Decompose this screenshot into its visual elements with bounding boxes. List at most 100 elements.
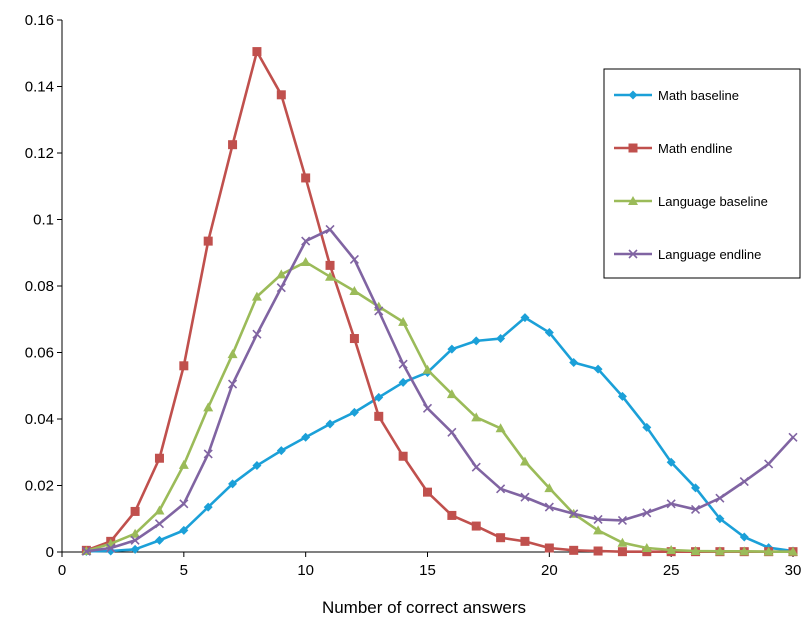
data-point-language-baseline: [617, 537, 628, 547]
data-point-language-endline: [569, 509, 579, 519]
data-point-language-baseline: [325, 271, 336, 281]
y-tick-label: 0.04: [25, 411, 54, 428]
y-tick-label: 0.12: [25, 145, 54, 162]
data-point-language-baseline: [154, 505, 165, 515]
legend-label: Language endline: [658, 247, 761, 262]
legend-swatch-marker: [628, 143, 638, 153]
data-point-language-endline: [496, 484, 506, 494]
data-point-math-baseline: [569, 357, 579, 367]
data-point-math-endline: [349, 334, 359, 344]
data-point-language-endline: [179, 499, 189, 509]
series-line-math-baseline: [86, 316, 794, 553]
data-point-language-endline: [422, 403, 433, 413]
data-point-language-endline: [764, 459, 774, 469]
data-point-language-baseline: [763, 546, 774, 556]
data-point-math-endline: [593, 546, 603, 556]
data-point-language-baseline: [446, 389, 457, 399]
data-point-math-endline: [154, 453, 164, 463]
x-axis-title: Number of correct answers: [322, 598, 526, 617]
data-point-language-endline: [325, 224, 335, 235]
data-point-language-endline: [617, 515, 627, 525]
data-point-language-endline: [301, 236, 311, 246]
data-point-language-endline: [593, 514, 603, 524]
data-point-language-endline: [106, 543, 116, 553]
data-point-language-endline: [252, 329, 262, 339]
data-point-math-endline: [374, 411, 384, 421]
data-point-math-baseline: [496, 334, 506, 344]
data-point-math-endline: [325, 260, 335, 270]
data-point-language-baseline: [690, 546, 701, 556]
data-point-language-baseline: [471, 412, 482, 422]
series-language-baseline: [81, 257, 798, 556]
data-point-language-endline: [788, 432, 798, 442]
data-point-math-baseline: [666, 457, 676, 467]
y-ticks: 0 0.02 0.04 0.06 0.08 0.1 0.12 0.14 0.16: [25, 12, 62, 561]
data-point-math-baseline: [349, 407, 359, 417]
legend-label: Language baseline: [658, 194, 768, 209]
data-point-math-baseline: [252, 461, 262, 471]
data-point-math-endline: [203, 236, 213, 246]
legend-label: Math baseline: [658, 88, 739, 103]
data-point-math-endline: [569, 545, 579, 555]
data-point-language-baseline: [544, 483, 555, 493]
data-point-language-baseline: [788, 546, 798, 556]
x-tick-label: 5: [180, 562, 188, 579]
y-tick-label: 0.02: [25, 478, 54, 495]
data-point-math-endline: [228, 140, 238, 150]
data-point-language-baseline: [519, 456, 530, 466]
data-point-math-endline: [617, 547, 627, 557]
data-point-math-baseline: [447, 344, 457, 354]
y-tick-label: 0.08: [25, 278, 54, 295]
data-point-language-baseline: [276, 269, 287, 279]
data-point-language-endline: [471, 462, 481, 472]
data-point-math-baseline: [276, 446, 286, 456]
y-tick-label: 0.16: [25, 12, 54, 29]
data-point-math-endline: [301, 173, 311, 183]
series-line-language-baseline: [85, 260, 793, 553]
data-point-math-endline: [179, 361, 189, 371]
x-ticks: 0 5 10 15 20 25 30: [58, 552, 801, 579]
data-point-math-baseline: [471, 336, 481, 346]
data-point-language-endline: [81, 546, 91, 556]
data-point-language-baseline: [178, 459, 189, 469]
data-point-math-baseline: [179, 525, 189, 535]
axes: 0 0.02 0.04 0.06 0.08 0.1 0.12 0.14 0.16 0 5 10 15 2…: [25, 12, 802, 617]
data-point-math-baseline: [617, 391, 627, 401]
data-point-math-endline: [544, 543, 554, 553]
x-tick-label: 20: [541, 562, 558, 579]
data-point-language-endline: [276, 283, 286, 293]
data-point-language-endline: [739, 476, 749, 487]
legend-swatch-marker: [628, 90, 638, 100]
data-point-language-endline: [690, 504, 701, 515]
data-point-math-endline: [276, 90, 286, 100]
y-tick-label: 0.1: [33, 212, 54, 229]
data-point-language-endline: [154, 519, 165, 529]
legend: Math baseline Math endline Language baseli…: [603, 68, 801, 279]
series-language-endline: [81, 224, 798, 556]
y-tick-label: 0.14: [25, 79, 54, 96]
legend-item-math-endline: Math endline: [614, 141, 732, 156]
data-point-language-endline: [203, 449, 213, 459]
data-point-language-endline: [666, 499, 676, 509]
data-point-language-baseline: [203, 402, 214, 412]
data-point-language-endline: [228, 379, 238, 389]
data-point-language-baseline: [398, 316, 409, 326]
series-math-baseline: [81, 313, 798, 556]
data-point-math-baseline: [739, 532, 749, 542]
data-point-language-baseline: [422, 364, 433, 374]
data-point-math-baseline: [715, 514, 725, 524]
data-point-language-baseline: [593, 525, 604, 535]
legend-item-math-baseline: Math baseline: [614, 88, 739, 103]
data-point-math-endline: [496, 533, 506, 543]
legend-swatch-marker: [628, 249, 638, 259]
y-tick-label: 0.06: [25, 345, 54, 362]
data-point-math-baseline: [374, 392, 384, 402]
data-point-math-baseline: [301, 432, 311, 442]
data-point-language-endline: [447, 427, 457, 437]
data-point-math-baseline: [398, 377, 408, 387]
data-point-language-endline: [374, 306, 384, 316]
data-point-language-baseline: [251, 291, 262, 301]
data-point-math-baseline: [154, 535, 164, 545]
series-layer: [81, 47, 798, 557]
